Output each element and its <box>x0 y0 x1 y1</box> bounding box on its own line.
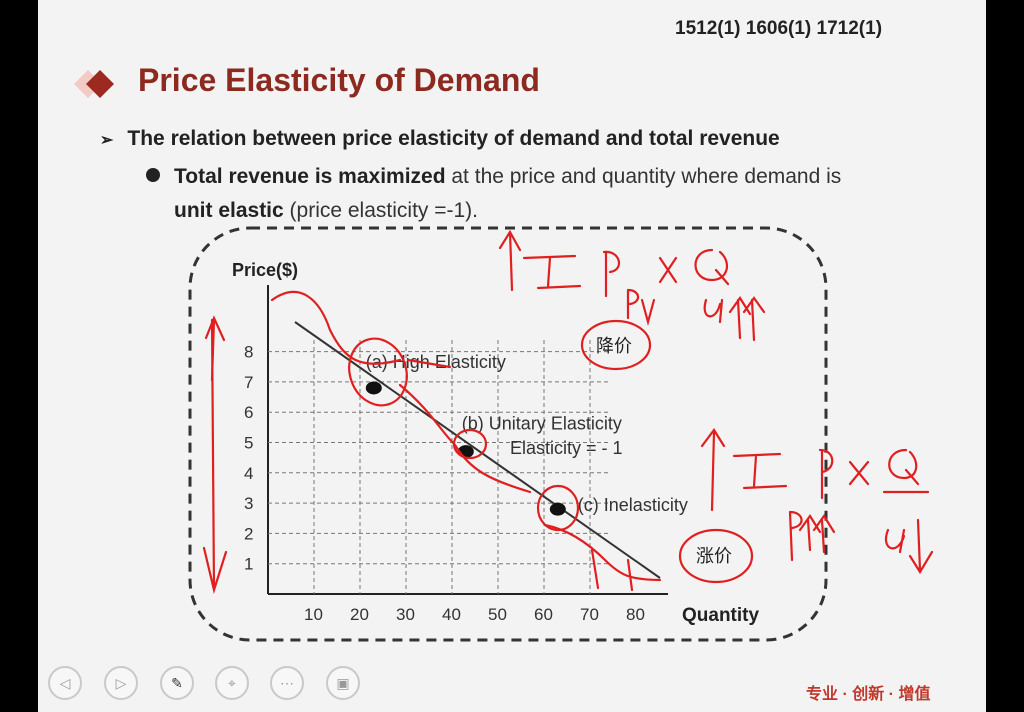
pen-icon[interactable]: ✎ <box>160 666 194 700</box>
bullet-2-rest: at the price and quantity where demand i… <box>445 165 842 188</box>
menu-icon[interactable]: ⋯ <box>270 666 304 700</box>
screen-icon[interactable]: ▣ <box>326 666 360 700</box>
slide-title: Price Elasticity of Demand <box>138 62 540 98</box>
bullet-2-line-2: unit elastic (price elasticity =-1). <box>174 194 478 228</box>
slide <box>38 0 986 712</box>
dot-bullet-icon <box>146 168 160 182</box>
next-icon[interactable]: ▷ <box>104 666 138 700</box>
bullet-2-line2-bold: unit elastic <box>174 199 284 222</box>
bullet-2-line2-rest: (price elasticity =-1). <box>283 199 479 222</box>
bullet-1-text: The relation between price elasticity of… <box>127 127 780 150</box>
title-diamond-icon <box>74 70 114 98</box>
footer-brand: 专业 · 创新 · 增值 <box>806 686 931 703</box>
pointer-icon[interactable]: ⌖ <box>215 666 249 700</box>
bullet-2-bold: Total revenue is maximized <box>174 165 446 188</box>
bullet-1: ➢ The relation between price elasticity o… <box>100 127 780 151</box>
exam-codes: 1512(1) 1606(1) 1712(1) <box>675 18 883 39</box>
bullet-2-line-1: Total revenue is maximized at the price … <box>174 160 841 194</box>
prev-icon[interactable]: ◁ <box>48 666 82 700</box>
arrow-bullet-icon: ➢ <box>100 132 114 149</box>
